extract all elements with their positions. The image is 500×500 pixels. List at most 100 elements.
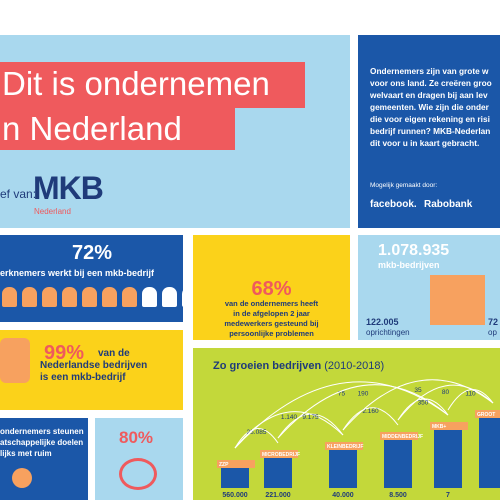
stat: 1.078.935 bbox=[378, 242, 450, 259]
building bbox=[264, 458, 292, 488]
arc bbox=[277, 413, 344, 439]
arc-label: 350 bbox=[418, 399, 429, 406]
text-line: dit voor u in kaart gebracht. bbox=[370, 138, 480, 148]
text-line: ondernemers steunen bbox=[0, 427, 84, 436]
byline: ef van: bbox=[0, 187, 37, 201]
heart-icon bbox=[12, 468, 32, 488]
text-line: bedrijf runnen? MKB-Nederlan bbox=[370, 126, 491, 136]
stat-text: van de ondernemers heeft in de afgelopen … bbox=[193, 299, 350, 339]
person-icon bbox=[102, 287, 117, 307]
growth-period: (2010-2018) bbox=[324, 360, 385, 372]
total: 8.500 bbox=[389, 492, 407, 499]
intro-panel: Ondernemers zijn van grote w voor ons lan… bbox=[358, 35, 500, 228]
stat-text: erknemers werkt bij een mkb-bedrijf bbox=[0, 268, 155, 278]
person-icon bbox=[22, 287, 37, 307]
text-line: persoonlijke problemen bbox=[229, 329, 314, 338]
text-line: gemeenten. Wie zijn die onder bbox=[370, 102, 489, 112]
text-line: welvaart en dragen bij aan lev bbox=[370, 90, 488, 100]
made-by: Mogelijk gemaakt door: bbox=[370, 182, 438, 189]
total: 221.000 bbox=[265, 492, 290, 499]
building bbox=[434, 430, 462, 488]
intro-text: Ondernemers zijn van grote w voor ons lan… bbox=[370, 65, 492, 149]
buildings bbox=[430, 275, 485, 325]
building bbox=[221, 468, 249, 488]
map-icon bbox=[0, 338, 30, 383]
text-line: in de afgelopen 2 jaar bbox=[233, 309, 310, 318]
person-icon bbox=[142, 287, 157, 307]
stat: 80% bbox=[119, 428, 154, 447]
arc bbox=[342, 407, 399, 431]
size-label: MKB+ bbox=[432, 424, 446, 430]
count-panel: 1.078.935 mkb-bedrijven 122.005 oprichti… bbox=[358, 235, 500, 340]
text-line: Nederlandse bedrijven bbox=[40, 360, 148, 371]
support-panel: 68% van de ondernemers heeft in de afgelo… bbox=[193, 235, 350, 340]
size-tag bbox=[380, 432, 418, 440]
arc-label: 9.175 bbox=[302, 414, 319, 421]
logo: MKB bbox=[33, 170, 104, 206]
society-panel: ondernemers steunen atschappelijke doelen… bbox=[0, 418, 88, 500]
size-tag bbox=[475, 410, 500, 418]
size-label: MIDDENBEDRIJF bbox=[382, 434, 423, 440]
text-line: Ondernemers zijn van grote w bbox=[370, 66, 489, 76]
stat: 72 bbox=[488, 317, 499, 327]
arc bbox=[277, 384, 449, 439]
donate-panel: 80% bbox=[95, 418, 183, 500]
text-line: die voor eigen rekening en risi bbox=[370, 114, 490, 124]
arc bbox=[234, 428, 279, 449]
stat-text: mkb-bedrijven bbox=[378, 260, 440, 270]
text-line: van de ondernemers heeft bbox=[224, 299, 319, 308]
total: 40.000 bbox=[332, 492, 354, 499]
person-icon bbox=[2, 287, 17, 307]
person-icon bbox=[122, 287, 137, 307]
size-tag bbox=[325, 442, 363, 450]
hero-title: Dit is ondernemen bbox=[2, 65, 270, 102]
arc-label: 1.140 bbox=[281, 414, 298, 421]
person-icon bbox=[162, 287, 177, 307]
text-line: lijks met ruim bbox=[0, 449, 52, 458]
stat-text: ondernemers steunen atschappelijke doelen… bbox=[0, 426, 84, 459]
stat: 122.005 bbox=[366, 317, 399, 327]
building bbox=[329, 450, 357, 488]
arc-label: 80 bbox=[442, 389, 450, 396]
stat: 99% bbox=[44, 342, 85, 364]
size-tag bbox=[217, 460, 255, 468]
size-label: MICROBEDRIJF bbox=[262, 452, 300, 458]
arc-label: 35 bbox=[414, 387, 422, 394]
growth-title: Zo groeien bedrijven bbox=[213, 360, 322, 372]
arc bbox=[342, 379, 494, 431]
size-tag bbox=[430, 422, 468, 430]
size-label: ZZP bbox=[219, 462, 229, 468]
stat-text: op bbox=[488, 328, 497, 337]
text-line: is een mkb-bedrijf bbox=[40, 372, 126, 383]
arc bbox=[397, 384, 494, 421]
arc-label: 75 bbox=[338, 391, 346, 398]
arc bbox=[234, 411, 344, 449]
banner bbox=[0, 108, 235, 150]
arc bbox=[234, 381, 449, 449]
hero-title: n Nederland bbox=[2, 110, 182, 147]
hands-icon bbox=[119, 458, 157, 490]
person-icon bbox=[182, 287, 183, 307]
sponsor: facebook. bbox=[370, 199, 417, 210]
banner bbox=[0, 62, 305, 108]
person-icon bbox=[42, 287, 57, 307]
arc-label: 28.085 bbox=[247, 429, 267, 436]
stat-text: van de Nederlandse bedrijven is een mkb-be… bbox=[40, 348, 147, 384]
growth-panel: Zo groeien bedrijven (2010-2018) ZZP MICR… bbox=[193, 348, 500, 500]
arc bbox=[447, 388, 494, 411]
stat-text: oprichtingen bbox=[366, 328, 410, 337]
text-line: voor ons land. Ze creëren groo bbox=[370, 78, 492, 88]
arc-label: 190 bbox=[358, 390, 369, 397]
total: 560.000 bbox=[222, 492, 247, 499]
sponsor: Rabobank bbox=[424, 199, 473, 210]
size-label: KLEINBEDRIJF bbox=[327, 444, 363, 450]
workers-panel: 72% erknemers werkt bij een mkb-bedrijf bbox=[0, 235, 183, 322]
size-tag bbox=[260, 450, 298, 458]
text-line: atschappelijke doelen bbox=[0, 438, 84, 447]
person-icon bbox=[82, 287, 97, 307]
stat: 68% bbox=[251, 278, 292, 300]
arc-label: 110 bbox=[465, 390, 476, 397]
size-label: GROOT bbox=[477, 412, 495, 418]
arc-label: 2.160 bbox=[362, 408, 379, 415]
